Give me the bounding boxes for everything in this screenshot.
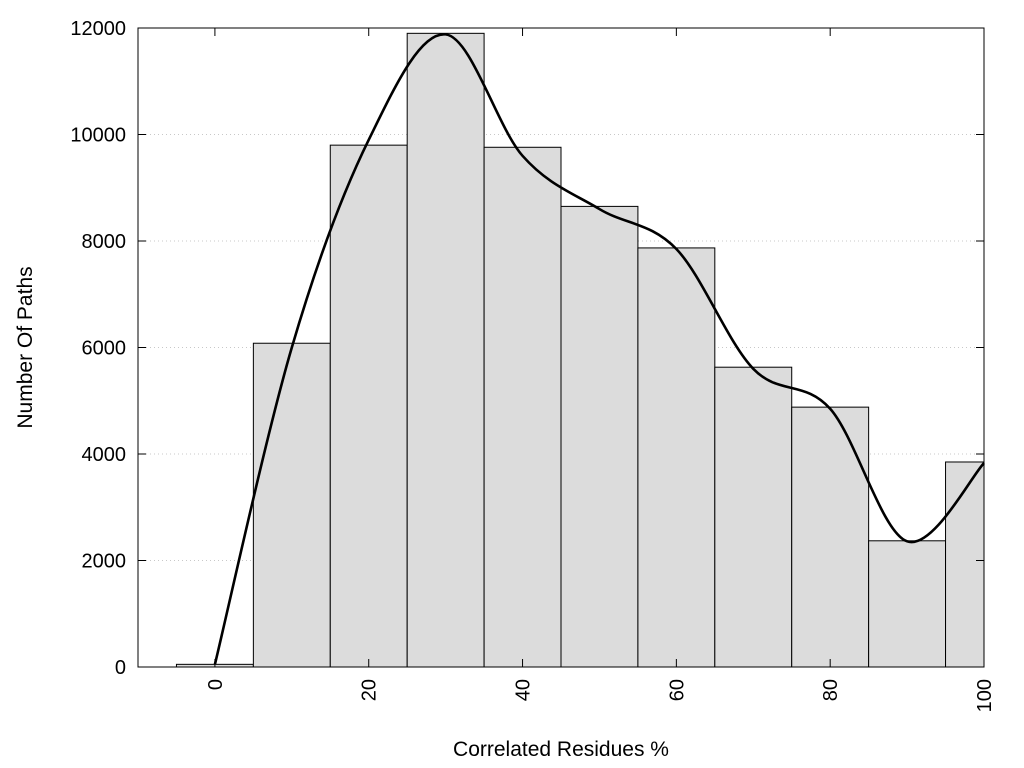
- histogram-bar: [791, 406, 870, 668]
- x-axis-ticks: 0 20 40 60 80 100: [205, 28, 996, 712]
- x-axis-label: Correlated Residues %: [453, 738, 669, 761]
- x-tick-label: 60: [666, 679, 688, 701]
- x-tick-label: 20: [359, 679, 381, 701]
- smooth-curve-line: [213, 33, 985, 665]
- y-tick-label: 2000: [82, 551, 127, 573]
- x-tick-label: 0: [205, 679, 227, 690]
- y-axis-label: Number Of Paths: [14, 266, 37, 428]
- y-tick-label: 4000: [82, 444, 127, 466]
- histogram-bar: [560, 205, 639, 668]
- histogram-bar: [252, 342, 331, 668]
- histogram-bar: [868, 540, 947, 668]
- y-tick-label: 0: [115, 657, 126, 679]
- y-tick-label: 12000: [70, 18, 126, 40]
- histogram-bars: [175, 32, 985, 668]
- x-tick-label: 100: [974, 679, 996, 712]
- y-tick-label: 8000: [82, 231, 127, 253]
- y-axis-ticks: 0 2000 4000 6000 8000 10000 12000: [70, 18, 984, 679]
- x-tick-label: 40: [513, 679, 535, 701]
- y-tick-label: 6000: [82, 338, 127, 360]
- histogram-bar: [945, 461, 985, 668]
- x-tick-label: 80: [820, 679, 842, 701]
- histogram-bar: [329, 144, 408, 668]
- smooth-curve-layer: [213, 33, 985, 665]
- histogram-bar: [483, 146, 562, 668]
- y-tick-label: 10000: [70, 125, 126, 147]
- histogram-bar: [637, 247, 716, 668]
- histogram-bar: [406, 32, 485, 668]
- histogram-bar: [714, 366, 793, 668]
